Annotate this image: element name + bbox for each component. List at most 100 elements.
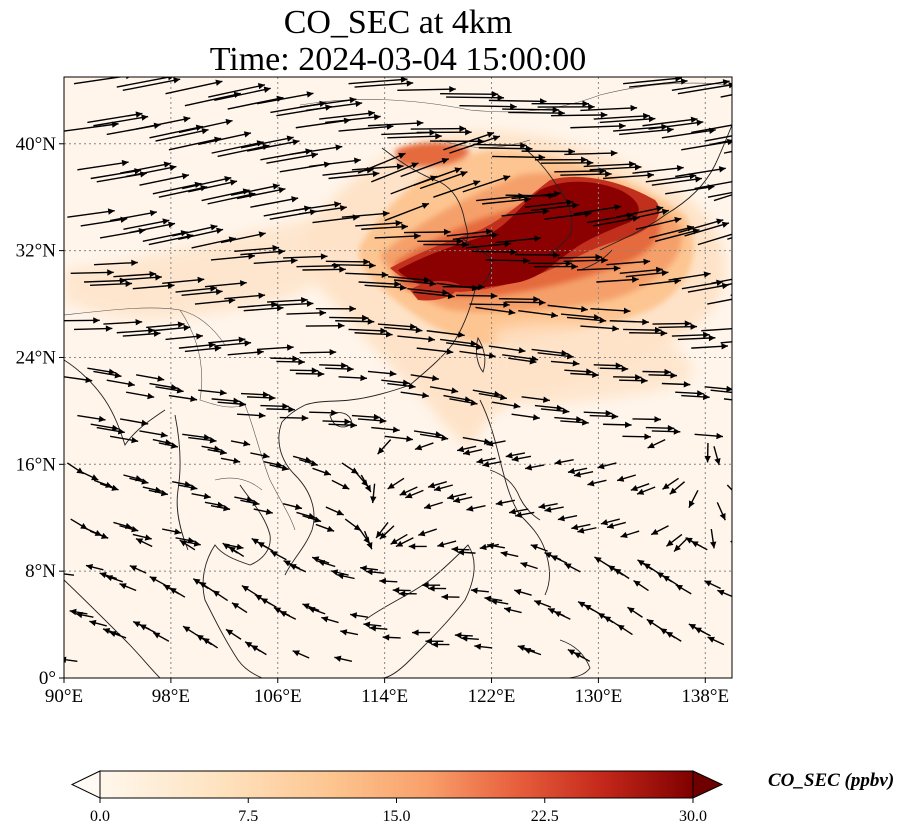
wind-arrow [299, 349, 337, 356]
wind-arrow-head [603, 616, 612, 623]
wind-arrow [737, 438, 765, 444]
wind-arrow-head [225, 118, 233, 126]
wind-arrow-head [737, 178, 744, 184]
wind-arrow-head [573, 471, 582, 478]
wind-arrow-head [643, 112, 650, 120]
wind-arrow [201, 188, 250, 202]
wind-arrow [665, 184, 715, 195]
wind-arrow-head [547, 608, 556, 615]
wind-arrow-head [446, 348, 454, 355]
wind-arrow-head [571, 263, 578, 270]
wind-arrow [247, 394, 276, 402]
wind-arrow [645, 424, 675, 432]
wind-arrow-head [487, 542, 495, 550]
wind-arrow [64, 121, 119, 132]
wind-arrow-head [764, 285, 771, 291]
wind-arrow [317, 560, 336, 568]
wind-arrow-head [429, 280, 437, 287]
wind-arrow [234, 244, 280, 252]
wind-arrow [701, 327, 732, 332]
wind-arrow-shaft [208, 84, 266, 98]
wind-arrow-head [544, 506, 552, 513]
wind-arrow [487, 542, 505, 550]
wind-arrow [302, 515, 322, 523]
wind-arrow-shaft [449, 135, 501, 154]
wind-arrow [148, 233, 194, 246]
wind-arrow-shaft [132, 284, 175, 290]
wind-arrow-head [647, 442, 655, 449]
wind-arrow-head [168, 221, 176, 228]
wind-arrow [524, 199, 574, 208]
wind-arrow-head [105, 575, 113, 582]
wind-arrow [583, 409, 613, 417]
wind-arrow-head [382, 210, 390, 217]
wind-arrow [636, 486, 656, 495]
wind-arrow-head [553, 251, 560, 259]
wind-arrow-head [326, 525, 335, 532]
wind-arrow-head [523, 257, 530, 264]
wind-arrow [511, 413, 540, 421]
wind-arrow [188, 436, 217, 444]
wind-arrow-head [690, 323, 698, 330]
wind-arrow-head [441, 434, 449, 441]
wind-arrow-head [138, 227, 146, 235]
wind-arrow-shaft [661, 129, 716, 139]
wind-arrow-head [286, 344, 294, 351]
wind-arrow-shaft [501, 210, 550, 217]
wind-arrow [152, 324, 191, 332]
wind-arrow [587, 479, 607, 487]
wind-arrow [390, 533, 408, 545]
wind-arrow [178, 118, 233, 134]
wind-arrow [474, 643, 493, 650]
wind-arrow-head [183, 116, 191, 123]
wind-arrow [119, 274, 162, 281]
wind-arrow [530, 202, 580, 212]
wind-arrow-shaft [84, 279, 127, 283]
wind-arrow [358, 280, 401, 288]
wind-arrow [146, 321, 185, 329]
wind-arrow-head [518, 347, 526, 354]
wind-arrow [407, 287, 449, 296]
wind-arrow [469, 301, 510, 308]
wind-arrow-shaft [741, 234, 784, 248]
wind-arrow-head [258, 412, 266, 419]
wind-arrow-shaft [387, 275, 431, 282]
wind-arrow [395, 537, 414, 548]
wind-arrow-head [542, 396, 550, 403]
wind-arrow-head [203, 433, 211, 441]
wind-arrow [589, 413, 619, 420]
wind-arrow-head [500, 550, 508, 558]
wind-arrow [606, 521, 626, 529]
wind-arrow-head [499, 394, 507, 401]
wind-arrow-head [728, 82, 732, 89]
wind-arrow-head [257, 542, 265, 549]
lat-tick-label: 8°N [25, 561, 56, 582]
wind-arrow-head [571, 523, 579, 531]
wind-arrow-shaft [390, 175, 438, 195]
wind-arrow-head [144, 534, 152, 541]
wind-arrow-head [233, 457, 241, 464]
wind-arrow-head [586, 368, 593, 375]
wind-arrow-head [219, 389, 227, 396]
wind-arrow [520, 561, 538, 570]
wind-arrow [208, 336, 246, 344]
wind-arrow [412, 629, 431, 636]
wind-arrow-head [495, 499, 503, 506]
wind-arrow-head [511, 455, 519, 462]
wind-arrow [75, 611, 94, 619]
wind-arrow [202, 637, 219, 649]
wind-arrow-head [46, 618, 53, 624]
wind-arrow [109, 209, 157, 222]
wind-arrow [737, 180, 786, 192]
wind-arrow-head [372, 170, 380, 178]
wind-arrow [384, 202, 430, 222]
wind-arrow-shaft [691, 124, 732, 134]
wind-arrow [472, 142, 527, 149]
wind-arrow [149, 124, 203, 139]
wind-arrow-head [93, 317, 100, 324]
wind-arrow [377, 323, 417, 330]
wind-arrow-shaft [492, 155, 546, 159]
wind-arrow-shaft [64, 573, 75, 576]
wind-arrow-head [594, 556, 602, 564]
wind-arrow [263, 460, 283, 468]
